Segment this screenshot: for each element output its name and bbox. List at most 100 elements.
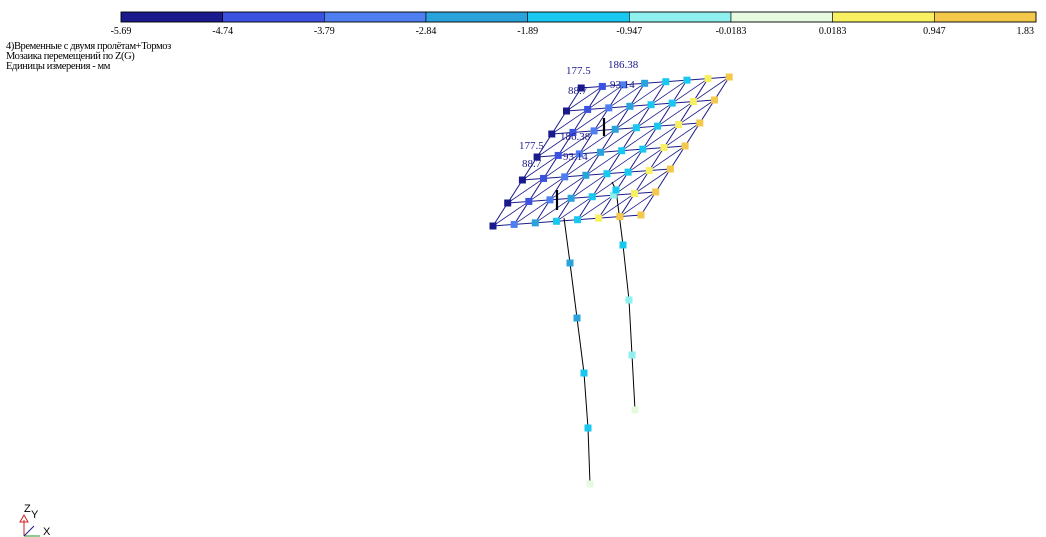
node-marker bbox=[574, 216, 582, 224]
color-scale-tick-label: -2.84 bbox=[416, 26, 437, 37]
color-scale-swatch bbox=[832, 11, 935, 23]
node-markers bbox=[489, 73, 733, 488]
color-scale-swatch bbox=[120, 11, 223, 23]
node-marker bbox=[637, 211, 645, 219]
node-marker bbox=[675, 121, 683, 129]
node-marker bbox=[546, 196, 554, 204]
beam-element bbox=[522, 168, 671, 181]
node-marker bbox=[518, 176, 526, 184]
node-marker bbox=[573, 314, 581, 322]
node-marker bbox=[580, 369, 588, 377]
dimension-labels: 177.5 186.38 88.7 93.14 177.5 88.7 93.14… bbox=[519, 59, 639, 170]
beam-element bbox=[600, 127, 637, 153]
color-scale-swatches bbox=[120, 11, 1037, 23]
color-scale-labels: -5.69 -4.74 -3.79 -2.84 -1.89 -0.947 -0.0183 0.… bbox=[111, 26, 1034, 37]
node-marker bbox=[641, 79, 649, 87]
dimension-label-6: 88.7 bbox=[522, 158, 542, 170]
color-scale-tick-label: -5.69 bbox=[111, 26, 132, 37]
beam-element bbox=[528, 176, 565, 202]
structure-model bbox=[489, 73, 733, 488]
beam-element bbox=[537, 145, 686, 158]
node-marker bbox=[611, 125, 619, 133]
node-marker bbox=[554, 151, 562, 159]
node-marker bbox=[566, 259, 574, 267]
color-scale: -5.69 -4.74 -3.79 -2.84 -1.89 -0.947 -0.0183 0.… bbox=[111, 11, 1037, 37]
beam-element bbox=[570, 173, 608, 199]
axis-y-label: Y bbox=[31, 509, 39, 521]
beam-element bbox=[581, 76, 730, 89]
node-marker bbox=[711, 96, 718, 104]
node-marker bbox=[625, 296, 633, 304]
node-marker bbox=[584, 105, 592, 113]
axis-z-label: Z bbox=[24, 503, 31, 515]
beam-element bbox=[631, 354, 636, 411]
beam-element bbox=[513, 199, 551, 225]
beam-element bbox=[622, 244, 630, 301]
node-marker bbox=[652, 188, 660, 196]
node-marker bbox=[683, 76, 691, 84]
beam-element bbox=[615, 104, 652, 130]
beam-element bbox=[569, 262, 578, 319]
color-scale-swatch bbox=[324, 11, 427, 23]
node-marker bbox=[609, 191, 617, 199]
node-marker bbox=[654, 122, 662, 130]
beam-element bbox=[535, 197, 572, 224]
beam-element bbox=[629, 81, 666, 107]
color-scale-tick-label: 1.83 bbox=[1017, 26, 1035, 37]
node-marker bbox=[619, 81, 627, 89]
axis-z-arrow bbox=[19, 513, 29, 523]
node-marker bbox=[628, 351, 636, 359]
node-marker bbox=[575, 150, 583, 158]
beam-element bbox=[628, 299, 633, 356]
axis-x-label: X bbox=[43, 526, 51, 537]
node-marker bbox=[632, 124, 640, 132]
node-marker bbox=[631, 406, 639, 414]
node-marker bbox=[618, 147, 626, 155]
beam-element bbox=[592, 171, 629, 198]
node-marker bbox=[552, 217, 560, 225]
beam-element bbox=[621, 125, 658, 152]
node-marker bbox=[548, 130, 556, 138]
node-marker bbox=[590, 127, 598, 135]
color-scale-tick-label: -1.89 bbox=[517, 26, 538, 37]
node-marker bbox=[639, 145, 647, 153]
node-marker bbox=[525, 197, 533, 205]
dimension-label-8: 186.38 bbox=[560, 131, 591, 143]
color-scale-swatch bbox=[629, 11, 732, 23]
beam-element bbox=[566, 99, 715, 112]
beam-element bbox=[507, 191, 656, 204]
node-marker bbox=[567, 194, 575, 202]
beam-element bbox=[563, 217, 571, 264]
beam-element bbox=[556, 196, 593, 222]
dimension-label-7: 93.14 bbox=[563, 151, 588, 163]
node-marker bbox=[619, 241, 627, 249]
beam-element bbox=[634, 168, 671, 194]
dimension-label-5: 177.5 bbox=[519, 140, 544, 152]
beam-element bbox=[536, 132, 574, 158]
node-marker bbox=[597, 148, 605, 156]
node-marker bbox=[531, 219, 539, 227]
beam-element bbox=[642, 124, 679, 150]
node-marker bbox=[588, 193, 596, 201]
node-marker bbox=[605, 104, 613, 112]
beam-element bbox=[636, 102, 673, 129]
node-marker bbox=[577, 84, 585, 92]
beam-element bbox=[593, 105, 631, 132]
node-marker bbox=[595, 214, 603, 222]
color-scale-border bbox=[120, 11, 1037, 23]
beam-element bbox=[572, 107, 610, 133]
result-type-title: Мозаика перемещений по Z(G) bbox=[6, 51, 135, 62]
node-marker bbox=[489, 222, 497, 230]
beam-element bbox=[649, 145, 686, 171]
color-scale-tick-label: 0.0183 bbox=[819, 26, 847, 37]
node-marker bbox=[504, 199, 512, 207]
beam-element bbox=[576, 317, 585, 374]
node-marker bbox=[666, 165, 674, 173]
beam-element bbox=[558, 130, 595, 156]
dimension-label-4: 93.14 bbox=[610, 79, 635, 91]
beam-element bbox=[598, 193, 635, 219]
node-marker bbox=[645, 167, 653, 175]
node-marker bbox=[689, 98, 697, 106]
node-marker bbox=[586, 480, 594, 488]
color-scale-tick-label: -4.74 bbox=[212, 26, 233, 37]
